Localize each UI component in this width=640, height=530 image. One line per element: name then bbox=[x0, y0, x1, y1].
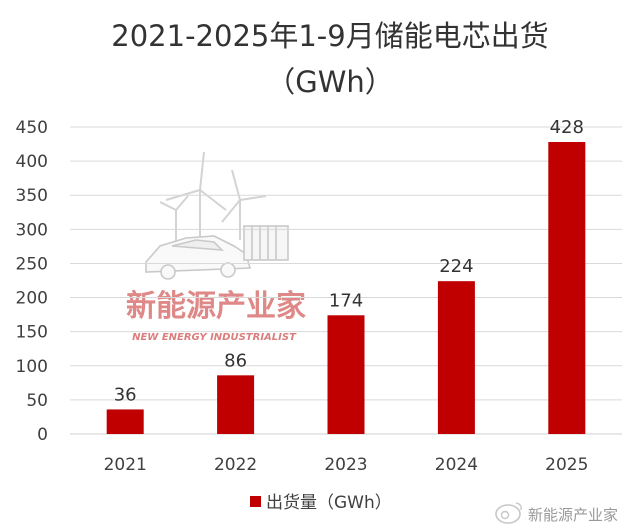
y-tick-label: 250 bbox=[16, 254, 48, 274]
watermark-logo bbox=[145, 151, 289, 280]
credit-watermark: 新能源产业家 bbox=[495, 502, 618, 524]
y-tick-label: 400 bbox=[16, 152, 48, 172]
data-label-2023: 174 bbox=[329, 290, 363, 311]
legend-label: 出货量（GWh） bbox=[266, 493, 392, 513]
watermark-logo-subtext: NEW ENERGY INDUSTRIALIST bbox=[132, 332, 297, 343]
weibo-icon bbox=[495, 502, 522, 524]
y-tick-label: 350 bbox=[16, 186, 48, 206]
bar-2025 bbox=[548, 142, 586, 434]
chart-title: 2021-2025年1-9月储能电芯出货 bbox=[111, 19, 548, 53]
y-tick-label: 200 bbox=[16, 289, 48, 309]
data-label-2024: 224 bbox=[439, 256, 473, 277]
x-tick-label-2023: 2023 bbox=[324, 455, 367, 475]
y-tick-label: 450 bbox=[16, 118, 48, 138]
bars bbox=[106, 142, 586, 434]
credit-text: 新能源产业家 bbox=[528, 506, 618, 524]
y-tick-label: 50 bbox=[26, 391, 48, 411]
y-tick-label: 100 bbox=[16, 357, 48, 377]
data-label-2021: 36 bbox=[114, 384, 137, 405]
data-labels: 36 86 174 224 428 bbox=[114, 117, 584, 405]
watermark-logo-text: 新能源产业家 bbox=[126, 289, 306, 324]
y-tick-label: 300 bbox=[16, 220, 48, 240]
chart-title-unit: （GWh） bbox=[266, 65, 394, 99]
bar-2021 bbox=[106, 409, 144, 434]
battery-container-icon bbox=[243, 225, 289, 261]
data-label-2022: 86 bbox=[224, 350, 247, 371]
y-axis-ticks: 0 50 100 150 200 250 300 350 400 450 bbox=[16, 118, 48, 445]
y-tick-label: 0 bbox=[37, 425, 48, 445]
x-axis-ticks: 2021 2022 2023 2024 2025 bbox=[104, 455, 589, 475]
car-icon bbox=[145, 235, 252, 280]
x-tick-label-2024: 2024 bbox=[435, 455, 478, 475]
x-tick-label-2022: 2022 bbox=[214, 455, 257, 475]
data-label-2025: 428 bbox=[550, 117, 584, 138]
bar-2022 bbox=[217, 375, 255, 434]
x-tick-label-2025: 2025 bbox=[545, 455, 588, 475]
y-tick-label: 150 bbox=[16, 323, 48, 343]
bar-2023 bbox=[327, 315, 365, 434]
legend: 出货量（GWh） bbox=[250, 493, 392, 513]
x-tick-label-2021: 2021 bbox=[104, 455, 147, 475]
bar-2024 bbox=[437, 281, 475, 434]
legend-swatch bbox=[250, 496, 261, 507]
